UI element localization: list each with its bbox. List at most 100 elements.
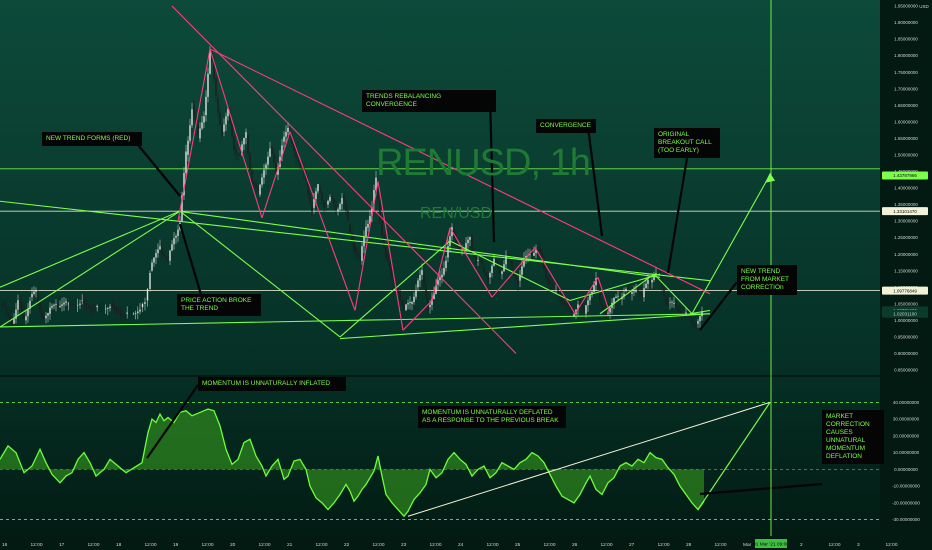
candle-body-50 [105,308,107,310]
candle-body-256 [521,266,523,275]
annotation-trends-rebalancing[interactable]: TRENDS REBALANCING CONVERGENCE [362,90,496,112]
candle-body-319 [647,279,649,284]
annotation-original-breakout[interactable]: ORIGINAL BREAKOUT CALL (TOO EARLY) [654,128,720,158]
price-tag-bg-1 [882,207,928,216]
candle-body-274 [557,290,559,295]
candle-body-118 [245,132,247,138]
green-trendline-7 [0,313,711,328]
candle-body-138 [285,132,287,137]
osc-axis-label-2: 20.00000000 [893,433,920,438]
time-axis-label-0: 16 [2,542,8,548]
candle-body-302 [613,297,615,304]
annotation-market-correction[interactable]: MARKET CORRECTION CAUSES UNNATURAL MOMEN… [822,410,884,464]
time-axis-label-15: 12:00 [430,542,442,548]
candle-body-261 [531,254,533,256]
candle-body-276 [561,297,563,304]
time-axis-label-21: 12:00 [601,542,613,548]
candle-body-71 [151,262,153,271]
candle-body-28 [57,303,59,308]
candle-body-335 [679,310,681,316]
candle-body-154 [317,184,319,192]
candle-body-26 [53,304,55,306]
candle-body-83 [175,235,177,238]
price-axis-label-22: 0.85000000 [894,368,918,373]
price-tag-label-0: 1.43787966 [893,173,917,178]
candle-body-253 [515,275,517,281]
osc-axis-label-6: -20.00000000 [892,500,920,505]
candle-body-116 [241,144,243,155]
red-trendline-0 [171,5,517,354]
candle-body-145 [299,162,301,168]
candle-body-70 [149,272,151,289]
candle-body-29 [59,305,61,308]
annotation-new-trend-red[interactable]: NEW TREND FORMS (RED) [42,132,142,146]
green-trendline-6 [177,210,661,278]
candle-body-199 [407,302,409,305]
candle-body-270 [549,280,551,285]
candle-body-291 [591,291,593,294]
price-axis-label-18: 1.05000000 [894,301,918,306]
candle-body-230 [469,236,471,240]
candle-body-43 [90,307,92,310]
candle-body-251 [511,261,513,267]
time-axis-label-28: 2 [800,542,803,548]
candle-body-38 [79,303,81,305]
time-axis-label-2: 17 [59,542,65,548]
red-trendline-13 [574,277,599,315]
annotation-new-trend-market[interactable]: NEW TREND FROM MARKET CORRECTIOn [737,265,797,295]
candle-body-288 [585,305,587,314]
annotation-convergence[interactable]: CONVERGENCE [536,119,596,133]
candle-body-127 [263,170,265,178]
annotation-price-action-broke[interactable]: PRICE ACTION BROKE THE TREND [177,294,261,316]
candle-body-105 [219,112,221,125]
candle-body-167 [343,194,345,202]
candle-body-265 [539,248,541,253]
time-axis-background [0,536,932,550]
candle-body-164 [337,209,339,212]
time-axis-label-14: 23 [401,542,407,548]
red-trendline-8 [402,300,433,331]
annotation-momentum-inflated[interactable]: MOMENTUM IS UNNATURALLY INFLATED [198,377,346,391]
candle-body-2 [5,307,7,310]
candle-body-173 [355,247,357,254]
red-trendline-7 [377,181,404,331]
candle-body-345 [699,316,701,322]
candle-body-76 [161,247,163,255]
candle-body-112 [233,136,235,150]
candle-body-297 [603,307,605,313]
red-trendline-4 [261,131,291,218]
candle-body-273 [555,290,557,292]
candle-body-339 [687,312,689,315]
osc-axis-label-5: -10.00000000 [892,484,920,489]
time-axis-label-3: 12:00 [88,542,100,548]
candle-body-196 [401,299,403,305]
candle-body-97 [203,116,205,123]
candle-body-218 [445,260,447,268]
momentum-pane [0,401,880,521]
time-axis-label-31: 12:00 [886,542,898,548]
price-tag-label-4: 1.02031100 [893,311,917,316]
candle-body-133 [275,162,277,173]
candle-body-81 [171,244,173,251]
candle-body-257 [523,258,525,267]
candle-body-311 [631,292,633,294]
candle-body-22 [45,315,47,319]
candle-body-313 [635,290,637,292]
candle-body-46 [96,305,98,308]
candle-body-200 [409,302,411,303]
candle-body-18 [37,293,39,302]
annotation-momentum-deflated[interactable]: MOMENTUM IS UNNATURALLY DEFLATED AS A RE… [418,406,566,428]
candle-body-157 [323,200,325,208]
candle-body-64 [135,312,137,314]
candle-body-159 [327,200,329,205]
green-trendline-5 [569,273,661,302]
price-tag-label-1: 1.33101470 [893,209,917,214]
candle-body-185 [379,199,381,221]
candle-body-296 [601,303,603,308]
candle-body-174 [357,253,359,257]
candle-body-299 [607,312,609,314]
green-trendline-12 [689,309,711,315]
candle-body-69 [146,288,149,301]
osc-axis-label-4: 0.00000000 [894,467,918,472]
candle-body-275 [559,294,561,299]
